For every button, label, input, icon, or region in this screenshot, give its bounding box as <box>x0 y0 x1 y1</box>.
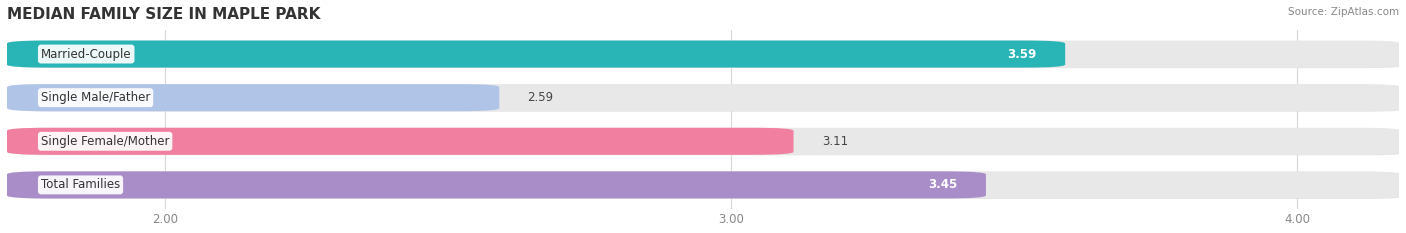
FancyBboxPatch shape <box>7 171 986 199</box>
FancyBboxPatch shape <box>14 128 1406 155</box>
Text: 3.11: 3.11 <box>823 135 848 148</box>
FancyBboxPatch shape <box>7 128 793 155</box>
FancyBboxPatch shape <box>14 85 1406 112</box>
FancyBboxPatch shape <box>14 41 1406 68</box>
Text: 3.45: 3.45 <box>928 178 957 191</box>
FancyBboxPatch shape <box>7 171 1399 199</box>
FancyBboxPatch shape <box>14 172 1406 199</box>
Text: Single Male/Father: Single Male/Father <box>41 91 150 104</box>
Text: Married-Couple: Married-Couple <box>41 48 132 61</box>
Text: Single Female/Mother: Single Female/Mother <box>41 135 169 148</box>
FancyBboxPatch shape <box>7 41 1399 68</box>
FancyBboxPatch shape <box>7 84 1399 111</box>
Text: Source: ZipAtlas.com: Source: ZipAtlas.com <box>1288 7 1399 17</box>
Text: Total Families: Total Families <box>41 178 120 191</box>
Text: 2.59: 2.59 <box>527 91 554 104</box>
FancyBboxPatch shape <box>7 128 1399 155</box>
FancyBboxPatch shape <box>7 41 1066 68</box>
Text: MEDIAN FAMILY SIZE IN MAPLE PARK: MEDIAN FAMILY SIZE IN MAPLE PARK <box>7 7 321 22</box>
Text: 3.59: 3.59 <box>1008 48 1036 61</box>
FancyBboxPatch shape <box>7 84 499 111</box>
